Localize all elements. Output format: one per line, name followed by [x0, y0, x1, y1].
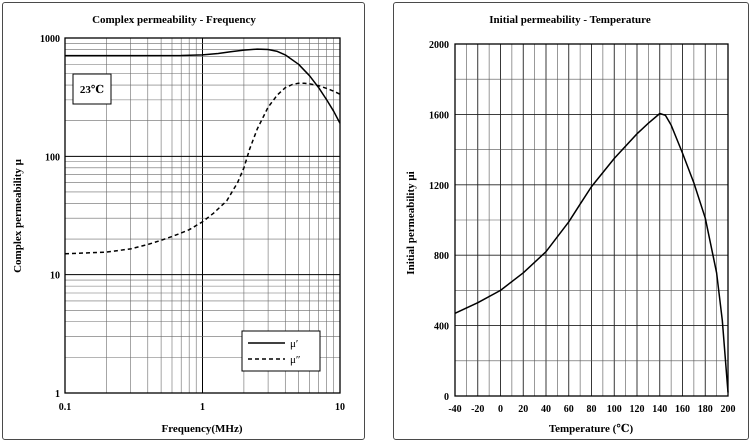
series-lines: [454, 112, 729, 393]
series-line-mu-imag: [64, 82, 341, 255]
y-tick-label: 800: [434, 251, 449, 262]
y-tick-label: 0: [444, 392, 449, 403]
y-tick-label: 10: [50, 271, 60, 282]
tick-labels: -40 -20 0 20 40 60 80 100 120 140 160 180 2000400800…: [429, 40, 736, 415]
x-axis-label: Frequency(MHz): [161, 423, 242, 435]
series-line-permeability: [454, 112, 729, 393]
y-tick-label: 1600: [429, 110, 449, 121]
x-tick-label: 0: [498, 404, 503, 415]
y-axis-label: Initial permeability μi: [405, 171, 417, 274]
chart-panel-temperature: Initial permeability - Temperature -40 -2…: [393, 2, 749, 440]
x-tick-label: 20: [518, 404, 528, 415]
plot-frame: [454, 43, 729, 397]
legend-label-mu-real: μ′: [290, 338, 298, 350]
x-tick-label: -20: [471, 404, 484, 415]
x-tick-label: 160: [675, 404, 690, 415]
annotation-box: 23℃: [72, 73, 112, 105]
temperature-annotation: 23℃: [80, 84, 104, 96]
chart-title: Initial permeability - Temperature: [489, 14, 651, 26]
x-tick-label: 10: [335, 402, 345, 413]
frequency-chart-svg: Complex permeability - Frequency 0.1 1 10 1…: [12, 14, 345, 435]
x-tick-label: -40: [448, 404, 461, 415]
x-tick-label: 120: [630, 404, 645, 415]
x-tick-label: 40: [541, 404, 551, 415]
x-tick-label: 1: [200, 402, 205, 413]
plot-frame: [64, 37, 341, 394]
x-tick-label: 140: [652, 404, 667, 415]
x-axis-label: Temperature (℃): [549, 423, 634, 435]
x-tick-label: 0.1: [59, 402, 72, 413]
chart-panel-frequency: Complex permeability - Frequency 0.1 1 10 1…: [2, 2, 365, 440]
y-tick-label: 1000: [40, 34, 60, 45]
legend: μ′ μ″: [241, 330, 321, 372]
y-tick-label: 400: [434, 322, 449, 333]
y-tick-label: 1200: [429, 181, 449, 192]
chart-title: Complex permeability - Frequency: [92, 14, 256, 26]
grid: [454, 43, 729, 397]
series-line-mu-real: [65, 48, 341, 124]
x-tick-label: 100: [607, 404, 622, 415]
y-tick-label: 1: [55, 389, 60, 400]
x-tick-label: 200: [721, 404, 736, 415]
x-tick-label: 180: [698, 404, 713, 415]
legend-label-mu-imag: μ″: [290, 354, 300, 366]
y-axis-label: Complex permeability μ: [12, 158, 24, 273]
legend-frame: [241, 330, 321, 372]
x-tick-label: 60: [564, 404, 574, 415]
tick-labels: 0.1 1 10 1 10 100 1000: [40, 34, 345, 413]
y-tick-label: 100: [45, 152, 60, 163]
x-tick-label: 80: [587, 404, 597, 415]
series-lines: [64, 48, 341, 255]
y-tick-label: 2000: [429, 40, 449, 51]
temperature-chart-svg: Initial permeability - Temperature -40 -2…: [405, 14, 736, 435]
annotation-frame: [72, 73, 112, 105]
